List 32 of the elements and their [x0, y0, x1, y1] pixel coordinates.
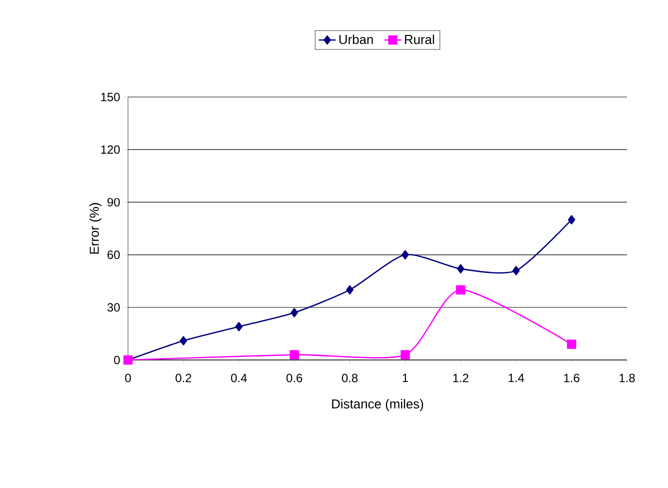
- point: [566, 340, 576, 349]
- point: [457, 264, 464, 274]
- legend-label: Rural: [405, 34, 434, 44]
- point: [402, 250, 409, 260]
- point: [180, 336, 188, 346]
- y-axis-title: Error (%): [89, 203, 102, 254]
- y-tick-label: 0: [114, 356, 120, 364]
- point: [400, 350, 410, 360]
- point: [456, 285, 466, 294]
- x-tick-label: 0.8: [342, 374, 358, 382]
- y-tick-label: 90: [108, 198, 120, 206]
- x-tick-label: 0.4: [231, 374, 247, 382]
- point: [346, 285, 354, 294]
- legend-label: Urban: [339, 34, 373, 44]
- point: [512, 266, 520, 276]
- x-tick-label: 0: [125, 374, 131, 382]
- x-tick-label: 0.6: [286, 374, 302, 382]
- y-tick-label: 60: [108, 250, 120, 260]
- point: [290, 350, 299, 360]
- point: [235, 322, 243, 332]
- x-tick-label: 1.8: [620, 374, 635, 382]
- y-tick-label: 30: [107, 303, 120, 312]
- x-tick-label: 1: [402, 374, 408, 382]
- x-axis-title: Distance (miles): [332, 398, 424, 412]
- x-tick-label: 0.2: [176, 374, 192, 382]
- point: [568, 215, 576, 224]
- point: [290, 308, 298, 318]
- x-tick-label: 1.4: [508, 374, 524, 382]
- x-tick-label: 1.2: [453, 374, 468, 382]
- y-tick-label: 150: [101, 92, 120, 102]
- x-tick-label: 1.6: [564, 374, 580, 382]
- y-tick-label: 120: [101, 145, 120, 154]
